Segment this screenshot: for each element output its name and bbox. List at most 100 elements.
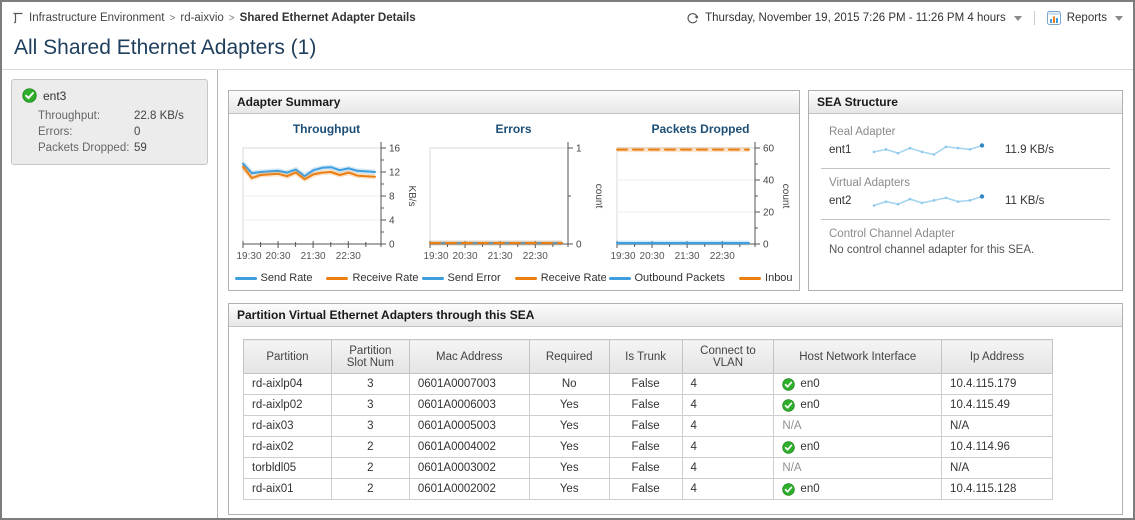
column-header-is-trunk[interactable]: Is Trunk <box>608 339 683 374</box>
table-cell: 2 <box>330 457 410 479</box>
table-row: rd-aix03 3 0601A0005003 Yes False 4 N/A N/A <box>243 415 1053 437</box>
host-interface-cell: en0 <box>773 394 943 416</box>
legend-swatch <box>234 276 257 280</box>
legend-item: Send Rate <box>234 272 312 284</box>
svg-text:21:30: 21:30 <box>674 251 699 262</box>
chart-title: Errors <box>495 122 532 136</box>
column-header-partition-slot-num[interactable]: Partition Slot Num <box>330 339 410 374</box>
svg-text:KB/s: KB/s <box>406 185 417 206</box>
breadcrumb-item-current: Shared Ethernet Adapter Details <box>239 12 416 24</box>
real-adapter-name[interactable]: ent1 <box>829 144 852 156</box>
adapter-list-sidebar: ent3 Throughput: 22.8 KB/s Errors: 0 Pac… <box>2 70 218 518</box>
table-cell: 3 <box>330 415 410 437</box>
svg-text:22:30: 22:30 <box>709 251 734 262</box>
svg-text:0: 0 <box>576 240 582 251</box>
table-cell: rd-aixlp04 <box>243 373 332 395</box>
sea-structure-panel: SEA Structure Real Adapter ent1 11.9 KB/… <box>808 90 1123 291</box>
svg-text:0: 0 <box>763 240 769 251</box>
column-header-partition[interactable]: Partition <box>243 339 332 374</box>
chart-title: Packets Dropped <box>651 122 750 136</box>
virtual-adapter-name[interactable]: ent2 <box>829 195 852 207</box>
legend-label: Outbound Packets <box>634 272 726 284</box>
column-header-ip-address[interactable]: Ip Address <box>941 339 1053 374</box>
reports-caret-icon[interactable] <box>1115 15 1123 21</box>
table-cell: 4 <box>681 373 775 395</box>
table-cell: 2 <box>330 436 410 458</box>
adapter-card-ent3[interactable]: ent3 Throughput: 22.8 KB/s Errors: 0 Pac… <box>11 79 208 165</box>
column-header-required[interactable]: Required <box>528 339 610 374</box>
time-range-label[interactable]: Thursday, November 19, 2015 7:26 PM - 11… <box>705 12 1006 24</box>
partition-panel-header: Partition Virtual Ethernet Adapters thro… <box>229 304 1122 327</box>
table-cell: 4 <box>681 436 775 458</box>
svg-text:21:30: 21:30 <box>300 251 325 262</box>
svg-text:1: 1 <box>576 144 582 155</box>
svg-text:20:30: 20:30 <box>452 251 477 262</box>
table-cell: Yes <box>528 478 610 500</box>
column-header-mac-address[interactable]: Mac Address <box>408 339 530 374</box>
legend-label: Inbound Pack <box>765 272 793 284</box>
legend-swatch <box>739 276 762 280</box>
table-cell: torbldl05 <box>243 457 332 479</box>
host-interface-cell: N/A <box>773 457 943 479</box>
legend-item: Receive Rate <box>514 272 606 284</box>
sea-control-channel: Control Channel Adapter No control chann… <box>821 222 1110 264</box>
svg-text:8: 8 <box>389 192 395 203</box>
control-channel-note: No control channel adapter for this SEA. <box>829 244 1035 256</box>
table-cell: 0601A0007003 <box>408 373 530 395</box>
table-cell: N/A <box>941 457 1053 479</box>
column-header-host-network-interface[interactable]: Host Network Interface <box>773 339 943 374</box>
errors-chart: 0 1 count 19:30 20:30 21:30 22:30 <box>423 142 604 262</box>
status-ok-icon <box>782 398 796 412</box>
table-cell: False <box>608 478 683 500</box>
table-cell: 10.4.115.128 <box>941 478 1053 500</box>
breadcrumb-separator: > <box>169 12 176 24</box>
table-row: rd-aixlp02 3 0601A0006003 Yes False 4 en0 10.4.… <box>243 394 1053 416</box>
svg-text:19:30: 19:30 <box>236 251 261 262</box>
legend-swatch <box>421 276 444 280</box>
table-cell: False <box>608 457 683 479</box>
breadcrumb-separator: > <box>228 12 235 24</box>
table-cell: 4 <box>681 457 775 479</box>
breadcrumb-item-host[interactable]: rd-aixvio <box>180 12 224 24</box>
sea-real-adapter: Real Adapter ent1 11.9 KB/s <box>829 126 1055 156</box>
svg-text:4: 4 <box>389 216 395 227</box>
table-cell: N/A <box>941 415 1053 437</box>
host-interface-cell: en0 <box>773 478 943 500</box>
table-cell: 0601A0005003 <box>408 415 530 437</box>
time-range-caret-icon[interactable] <box>1013 15 1022 21</box>
table-cell: False <box>608 394 683 416</box>
host-interface-label: en0 <box>800 378 820 390</box>
host-interface-label: en0 <box>800 483 820 495</box>
adapter-name: ent3 <box>43 88 67 103</box>
reports-icon <box>1046 11 1061 25</box>
legend-label: Receive Rate <box>540 272 606 284</box>
chart-errors: Errors 0 1 count 19:30 20:30 21:30 22:30 Send … <box>420 118 607 284</box>
divider <box>1033 11 1035 25</box>
metric-errors: Errors: 0 <box>38 126 141 138</box>
table-cell: 0601A0004002 <box>408 436 530 458</box>
column-header-connect-to-vlan[interactable]: Connect to VLAN <box>681 339 775 374</box>
chart-legend: Send Error Receive Rate <box>421 272 606 284</box>
table-cell: rd-aixlp02 <box>243 394 332 416</box>
table-row: rd-aix02 2 0601A0004002 Yes False 4 en0 10.4.11… <box>243 436 1053 458</box>
legend-swatch <box>326 276 349 280</box>
throughput-chart: 0 4 8 12 16 KB/s 19:30 20:30 21:30 22:30 <box>236 142 417 262</box>
table-cell: 3 <box>330 373 410 395</box>
adapter-summary-panel: Adapter Summary Throughput 0 4 8 12 16 KB/s 19… <box>228 90 800 291</box>
legend-swatch <box>608 276 631 280</box>
adapter-summary-header: Adapter Summary <box>229 91 799 114</box>
virtual-adapter-value: 11 KB/s <box>1005 195 1045 207</box>
chart-legend: Outbound Packets Inbound Pack <box>608 272 793 284</box>
partition-table: Partition Partition Slot Num Mac Address Re… <box>243 339 1053 500</box>
breadcrumb-item-environment[interactable]: Infrastructure Environment <box>29 12 165 24</box>
drill-up-icon[interactable] <box>12 12 24 24</box>
table-row: rd-aixlp04 3 0601A0007003 No False 4 en0 10.4.1… <box>243 373 1053 395</box>
title-divider <box>2 69 1133 70</box>
table-cell: False <box>608 436 683 458</box>
chart-title: Throughput <box>292 122 361 136</box>
reports-button[interactable]: Reports <box>1066 12 1107 24</box>
svg-text:count: count <box>593 184 604 209</box>
real-adapter-sparkline <box>872 143 985 156</box>
legend-label: Receive Rate <box>352 272 419 284</box>
